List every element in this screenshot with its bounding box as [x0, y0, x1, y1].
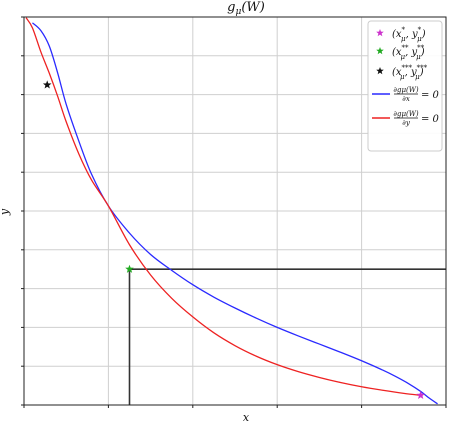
marker-star-green [125, 264, 134, 273]
legend-fraction-numerator-4: ∂gμ(W) [393, 110, 419, 118]
grid [24, 17, 446, 405]
legend-equals-3: = 0 [421, 90, 440, 101]
legend-label-part: μ [417, 35, 422, 43]
legend-equals-4: = 0 [421, 114, 440, 125]
chart-title: gμ(W) [227, 0, 265, 17]
legend-label-part: ** [402, 44, 410, 52]
marker-star-black [42, 80, 52, 89]
legend-label-part: ) [421, 29, 426, 40]
legend-marker-0 [376, 29, 384, 37]
legend-label-part: ** [417, 44, 425, 52]
series-layer [25, 17, 438, 405]
plot-area [21, 16, 447, 408]
legend-fraction-numerator-3: ∂gμ(W) [393, 86, 419, 94]
legend-label-part: ) [420, 47, 425, 58]
legend-label-part: * [402, 26, 406, 34]
legend-label-part: ) [419, 67, 424, 78]
marker-layer [42, 80, 425, 399]
legend-label-part: , y [405, 47, 417, 58]
reference-lines [128, 268, 446, 405]
legend-marker-2 [376, 67, 384, 75]
series-line-blue [32, 22, 438, 405]
legend-label-part: μ [415, 73, 420, 81]
legend-label-part: (x [392, 47, 402, 58]
legend-marker-1 [376, 47, 384, 55]
legend-label-part: * [418, 26, 422, 34]
x-axis-label: x [243, 411, 250, 424]
legend-fraction-denominator-4: ∂y [402, 119, 411, 127]
legend-label-part: μ [400, 73, 405, 81]
marker-star-magenta [416, 390, 425, 399]
title-argument: (W) [241, 0, 265, 15]
legend: (x* μ, y* μ)(x** μ, y** μ)(x*** μ, y*** μ)∂gμ(… [367, 20, 443, 152]
legend-label-part: μ [416, 53, 421, 61]
legend-label-part: (x [392, 67, 402, 78]
series-line-red [25, 17, 421, 396]
title-subscript: μ [235, 7, 241, 17]
legend-label-0: (x* μ, y* μ) [392, 26, 426, 43]
legend-label-2: (x*** μ, y*** μ) [392, 64, 428, 81]
legend-label-1: (x** μ, y** μ) [392, 44, 425, 61]
legend-label-part: , y [405, 67, 417, 78]
axis-ticks [21, 16, 447, 408]
legend-label-part: μ [401, 53, 406, 61]
legend-label-part: , y [406, 29, 418, 40]
legend-label-part: *** [402, 64, 413, 72]
title-base: g [227, 0, 235, 15]
legend-label-part: μ [401, 35, 406, 43]
legend-label-part: (x [392, 29, 402, 40]
legend-fraction-denominator-3: ∂x [402, 95, 410, 103]
legend-label-part: *** [417, 64, 428, 72]
y-axis-label: y [0, 208, 11, 216]
